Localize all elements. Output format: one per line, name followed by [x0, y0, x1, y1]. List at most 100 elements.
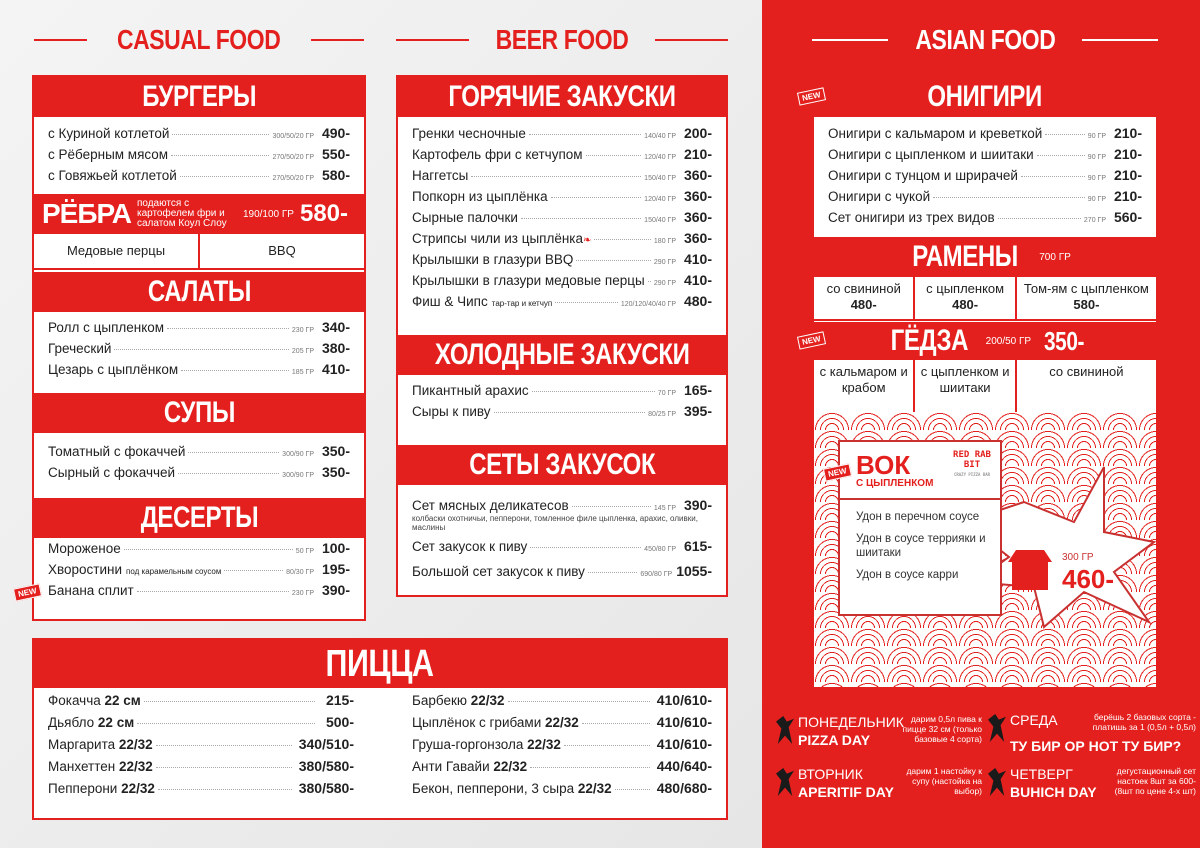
dot-leader	[171, 155, 270, 156]
item-weight: 120/40 ГР	[644, 196, 676, 203]
beer-food-box: ГОРЯЧИЕ ЗАКУСКИ Гренки чесночные 140/40 Г…	[396, 75, 728, 597]
item-price: 340/510-	[298, 736, 354, 752]
ramen-option: с цыпленком 480-	[915, 277, 1017, 319]
dot-leader	[493, 412, 646, 413]
onigiri-header: ОНИГИРИ	[814, 77, 1156, 117]
item-name: с Говяжьей котлетой	[48, 168, 177, 183]
salads-header: САЛАТЫ	[34, 272, 364, 312]
dot-leader	[178, 473, 280, 474]
item-name: Барбекю	[412, 693, 467, 708]
item-name: Онигири с кальмаром и креветкой	[828, 126, 1043, 141]
dot-leader	[531, 391, 655, 392]
soups-list: Томатный с фокаччей 300/90 ГР 350- Сырный с…	[48, 443, 350, 485]
wok-option: Удон в соусе карри	[856, 569, 959, 581]
item-name: Банана сплит	[48, 583, 134, 598]
item-name: Онигири с чукой	[828, 189, 931, 204]
ninja-icon	[776, 716, 794, 744]
burgers-list: с Куриной котлетой 300/50/20 ГР 490- с Рёбе…	[48, 125, 350, 188]
menu-item: с Куриной котлетой 300/50/20 ГР 490-	[48, 125, 350, 146]
promo-desc: дарим 0,5л пива к пицце 32 см (только ба…	[902, 714, 982, 744]
dot-leader	[136, 591, 289, 592]
dot-leader	[1020, 176, 1085, 177]
menu-item: Хворостини под карамельным соусом 80/30 ГР…	[48, 561, 350, 582]
item-price: 210-	[1113, 125, 1142, 141]
item-name: Стрипсы чили из цыплёнка	[412, 231, 584, 246]
item-name: Томатный с фокаччей	[48, 444, 186, 459]
dot-leader	[563, 745, 650, 746]
item-weight: 145 ГР	[653, 505, 676, 512]
item-price: 215-	[325, 692, 354, 708]
item-name: Цезарь с цыплёнком	[48, 362, 179, 377]
menu-item: Крылышки в глазури медовые перцы 290 ГР 41…	[412, 272, 712, 293]
item-name: Хворостини	[48, 562, 123, 577]
item-name: Сет закусок к пиву	[412, 539, 528, 554]
gyoza-option: со свининой	[1049, 364, 1124, 379]
item-price: 615-	[683, 538, 712, 554]
item-weight: 50 ГР	[295, 548, 314, 555]
item-weight: 290 ГР	[653, 259, 676, 266]
hot-snacks-list: Гренки чесночные 140/40 ГР 200- Картофель ф…	[412, 125, 712, 314]
promo-day: ВТОРНИК	[798, 766, 863, 782]
dot-leader	[155, 745, 292, 746]
item-price: 500-	[325, 714, 354, 730]
dot-leader	[155, 767, 292, 768]
menu-item: Пепперони 22/32 380/580-	[48, 780, 354, 802]
item-name: Греческий	[48, 341, 112, 356]
ribs-title: РЁБРА	[42, 198, 132, 229]
item-weight: 185 ГР	[291, 369, 314, 376]
menu-item: Картофель фри с кетчупом 120/40 ГР 210-	[412, 146, 712, 167]
item-weight: 270 ГР	[1083, 217, 1106, 224]
ramen-option: со свининой 480-	[814, 277, 916, 319]
menu-item: Мороженое 50 ГР 100-	[48, 540, 350, 561]
item-price: 410-	[683, 251, 712, 267]
menu-item: Онигири с тунцом и шрирачей 90 ГР 210-	[828, 167, 1142, 188]
menu-item: Барбекю 22/32 410/610-	[412, 692, 712, 714]
asian-food-title: ASIAN FOOD	[812, 22, 1158, 58]
menu-item: Томатный с фокаччей 300/90 ГР 350-	[48, 443, 350, 464]
ribs-price: 580-	[299, 200, 349, 227]
desserts-header: ДЕСЕРТЫ	[34, 498, 364, 538]
item-weight: 90 ГР	[1087, 133, 1106, 140]
wok-option: Удон в перечном соусе	[856, 511, 980, 523]
menu-item: Дьябло 22 см 500-	[48, 714, 354, 736]
wok-title: ВОК	[856, 450, 911, 480]
item-subtitle: тар-тар и кетчуп	[491, 299, 553, 308]
item-size: 22 см	[104, 693, 141, 708]
dot-leader	[581, 723, 650, 724]
item-weight: 150/40 ГР	[644, 217, 676, 224]
menu-item: Бекон, пепперони, 3 сыра 22/32 480/680-	[412, 780, 712, 802]
wok-card: ВОК С ЦЫПЛЕНКОМ RED RAB BIT CRAZY PIZZA B…	[838, 440, 1002, 616]
item-price: 200-	[683, 125, 712, 141]
item-price: 410-	[683, 272, 712, 288]
dot-leader	[1045, 134, 1085, 135]
item-name: Цыплёнок с грибами	[412, 715, 542, 730]
promo-name: APERITIF DAY	[798, 784, 894, 800]
item-name: Ролл с цыпленком	[48, 320, 165, 335]
dot-leader	[530, 547, 642, 548]
item-size: 22/32	[118, 759, 153, 774]
dot-leader	[550, 197, 642, 198]
item-price: 480/680-	[656, 780, 712, 796]
menu-item: Сырный с фокаччей 300/90 ГР 350-	[48, 464, 350, 485]
onigiri-list: Онигири с кальмаром и креветкой 90 ГР 210-…	[828, 125, 1142, 230]
menu-item: Цыплёнок с грибами 22/32 410/610-	[412, 714, 712, 736]
dot-leader	[179, 176, 270, 177]
promo-day: ЧЕТВЕРГ	[1010, 766, 1073, 782]
soups-header: СУПЫ	[34, 393, 364, 433]
dot-leader	[555, 302, 618, 303]
item-price: 360-	[683, 167, 712, 183]
dot-leader	[123, 549, 293, 550]
item-weight: 270/50/20 ГР	[272, 175, 314, 182]
dot-leader	[172, 134, 270, 135]
asian-food-box: ОНИГИРИ Онигири с кальмаром и креветкой 9…	[812, 75, 1158, 689]
menu-item: Большой сет закусок к пиву 690/80 ГР 1055-	[412, 563, 712, 584]
item-name: Онигири с тунцом и шрирачей	[828, 168, 1018, 183]
dot-leader	[114, 349, 289, 350]
promo-desc: дарим 1 настойку к супу (настойка на выб…	[906, 766, 982, 796]
menu-item: Наггетсы 150/40 ГР 360-	[412, 167, 712, 188]
item-name: Маргарита	[48, 737, 116, 752]
item-weight: 140/40 ГР	[644, 133, 676, 140]
menu-item: Сет закусок к пиву 450/80 ГР 615-	[412, 538, 712, 559]
item-name: Анти Гавайи	[412, 759, 490, 774]
dot-leader	[647, 281, 651, 282]
